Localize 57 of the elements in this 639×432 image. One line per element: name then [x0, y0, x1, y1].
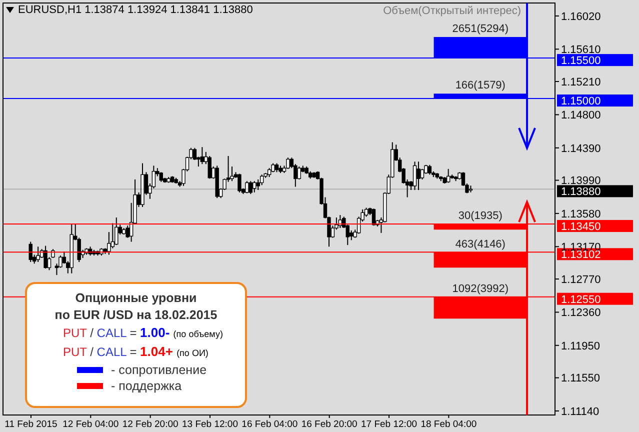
candlestick — [200, 146, 204, 165]
annotation: - поддержка — [111, 378, 182, 394]
y-tick-label: 1.15210 — [561, 76, 601, 88]
x-tick-label: 18 Feb 04:00 — [420, 419, 477, 430]
y-tick-label: 1.11550 — [561, 372, 600, 385]
band-label: 463(4146) — [455, 238, 506, 250]
candlestick — [286, 157, 290, 170]
ref-line-label: 1.15000 — [561, 96, 601, 108]
candlestick — [36, 246, 40, 263]
candlestick — [297, 166, 301, 180]
y-tick-label: 1.15610 — [561, 44, 601, 56]
chart-subtitle: Объем(Открытый интерес) — [383, 5, 522, 17]
y-tick-label: 1.14390 — [561, 142, 601, 155]
y-tick-label: 1.13580 — [561, 208, 601, 220]
y-tick-label: 1.12770 — [561, 274, 601, 286]
x-tick-label: 12 Feb 20:00 — [122, 419, 178, 430]
x-tick-label: 16 Feb 20:00 — [301, 419, 358, 430]
band-label: 2651(5294) — [452, 22, 509, 35]
annotation: PUT / CALL = 1.04+ (по ОИ) — [63, 344, 208, 359]
y-tick-label: 1.16020 — [561, 10, 601, 23]
candlestick — [416, 161, 420, 190]
y-tick-label: 1.13990 — [561, 175, 601, 188]
x-tick-label: 13 Feb 12:00 — [182, 419, 238, 430]
annotation: - сопротивление — [111, 362, 207, 378]
candlestick — [248, 180, 253, 195]
candlestick — [159, 172, 163, 182]
ref-line-label: 1.15500 — [561, 55, 601, 68]
candlestick — [428, 164, 432, 176]
candlestick — [256, 178, 260, 190]
y-tick-label: 1.12360 — [561, 307, 601, 320]
annotation: по EUR /USD на 18.02.2015 — [54, 307, 218, 324]
x-tick-label: 12 Feb 04:00 — [62, 419, 119, 430]
y-tick-label: 1.11950 — [561, 340, 600, 352]
ref-line-label: 1.13880 — [561, 186, 601, 198]
x-tick-label: 17 Feb 12:00 — [361, 419, 418, 430]
candlestick — [114, 217, 118, 246]
candlestick — [208, 155, 212, 180]
candlestick — [412, 161, 417, 190]
x-tick-label: 11 Feb 2015 — [4, 419, 58, 430]
annotation: Опционные уровни — [74, 290, 198, 307]
candlestick — [420, 168, 424, 180]
candlestick — [252, 180, 256, 193]
band-label: 1092(3992) — [452, 282, 509, 295]
candlestick — [238, 173, 242, 193]
candlestick — [44, 245, 48, 269]
candlestick — [446, 168, 450, 184]
candlestick — [245, 180, 249, 194]
y-tick-label: 1.11140 — [561, 406, 600, 418]
band-label: 166(1579) — [455, 80, 506, 92]
ref-line-label: 1.13450 — [561, 220, 601, 233]
annotation: PUT / CALL = 1.00- (по объему) — [63, 325, 223, 340]
x-tick-label: 16 Feb 04:00 — [242, 419, 298, 430]
candlestick — [260, 174, 264, 186]
chart-title: EURUSD,H1 1.13874 1.13924 1.13841 1.13880 — [18, 4, 253, 16]
ref-line-label: 1.12550 — [561, 294, 601, 306]
y-tick-label: 1.14800 — [561, 110, 601, 122]
band-label: 30(1935) — [458, 210, 502, 222]
